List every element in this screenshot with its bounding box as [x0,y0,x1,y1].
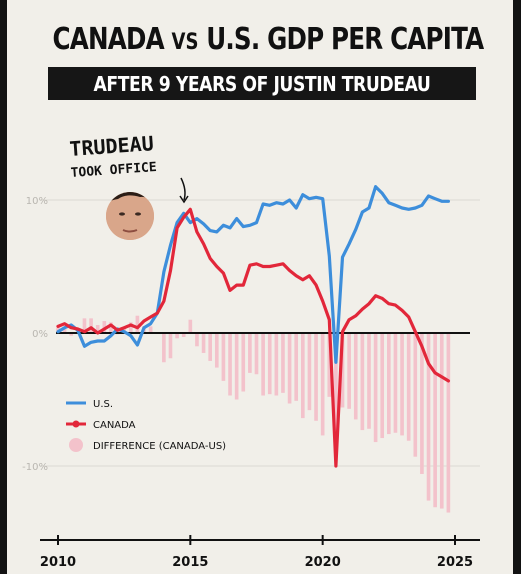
difference-bar [195,333,199,347]
difference-bar [62,329,67,333]
difference-bar [274,333,279,396]
difference-bar [208,333,213,361]
difference-bar [267,333,272,395]
page-title: CANADA VS U.S. GDP PER CAPITA [52,22,485,57]
difference-bar [241,333,246,392]
difference-bar [439,333,444,509]
subtitle: AFTER 9 YEARS OF JUSTIN TRUDEAU [93,72,431,96]
difference-bar [433,333,437,508]
difference-bar [162,333,166,363]
difference-bar [148,326,153,333]
difference-bar [347,333,351,409]
annotation-line2: TOOK OFFICE [70,160,157,181]
legend-us-label: U.S. [93,399,113,410]
y-axis-labels: 10% 0% -10% [22,196,48,473]
difference-bar [393,333,398,433]
difference-bar [181,333,186,337]
difference-bar [307,333,312,411]
difference-bar [228,333,232,396]
title-main: CANADA [52,22,172,57]
difference-bar [294,333,299,401]
annotation-line1: TRUDEAU [69,131,155,161]
difference-bar [387,333,391,435]
x-tick-label: 2010 [40,555,76,570]
difference-bar [446,333,451,513]
difference-bar [373,333,378,443]
title-rest: U.S. GDP PER CAPITA [198,22,484,57]
x-tick-label: 2025 [437,555,473,570]
difference-bar [406,333,411,441]
annotation-arrowhead [179,195,189,204]
difference-bar [281,333,285,393]
subtitle-banner: AFTER 9 YEARS OF JUSTIN TRUDEAU [48,67,476,100]
difference-bar [128,322,133,333]
office-annotation: TRUDEAU TOOK OFFICE [69,131,189,204]
difference-bar [334,333,338,437]
title-vs: VS [171,30,199,55]
difference-bar [168,333,173,359]
x-tick-label: 2020 [305,555,341,570]
difference-bar [95,325,100,333]
difference-bar [175,333,179,339]
difference-bar [188,319,193,333]
difference-bar [420,333,424,474]
canada-line [56,207,450,468]
trudeau-portrait [106,192,154,240]
difference-bar [254,333,259,375]
difference-bar [109,322,113,333]
difference-bar [221,333,226,381]
legend-canada-label: CANADA [93,420,136,431]
difference-bar [400,333,404,436]
difference-bar [314,333,318,421]
difference-bar [426,333,431,501]
us-line [56,185,450,364]
x-axis: 2010 2015 2020 2025 [40,535,480,570]
difference-bar [300,333,305,419]
difference-bar [201,333,206,353]
annotation-arrow [180,177,186,201]
y-tick-label: 0% [32,329,48,340]
difference-bar [320,333,325,436]
difference-bar [261,333,265,396]
difference-bar [89,318,93,333]
difference-bar [82,318,87,333]
difference-bar [214,333,219,368]
legend-canada-marker [72,420,80,428]
difference-bar [135,315,140,333]
x-tick-label: 2015 [172,555,208,570]
difference-bar [102,321,107,333]
y-tick-label: 10% [26,196,48,207]
difference-bar [353,333,358,420]
difference-bar [69,333,74,336]
legend: U.S. CANADA DIFFERENCE (CANADA-US) [66,399,226,452]
difference-bar [367,333,371,429]
y-tick-label: -10% [22,462,48,473]
difference-bar [340,333,345,408]
difference-bars [56,315,451,513]
infographic-card: CANADA VS U.S. GDP PER CAPITA AFTER 9 YE… [7,0,513,574]
difference-bar [380,333,385,439]
series-lines [56,185,450,468]
difference-bar [234,333,239,400]
difference-bar [413,333,418,457]
difference-bar [248,333,252,373]
difference-bar [327,333,332,397]
difference-bar [360,333,365,431]
legend-difference-swatch [69,438,83,452]
legend-difference-label: DIFFERENCE (CANADA-US) [93,441,226,452]
difference-bar [287,333,292,404]
